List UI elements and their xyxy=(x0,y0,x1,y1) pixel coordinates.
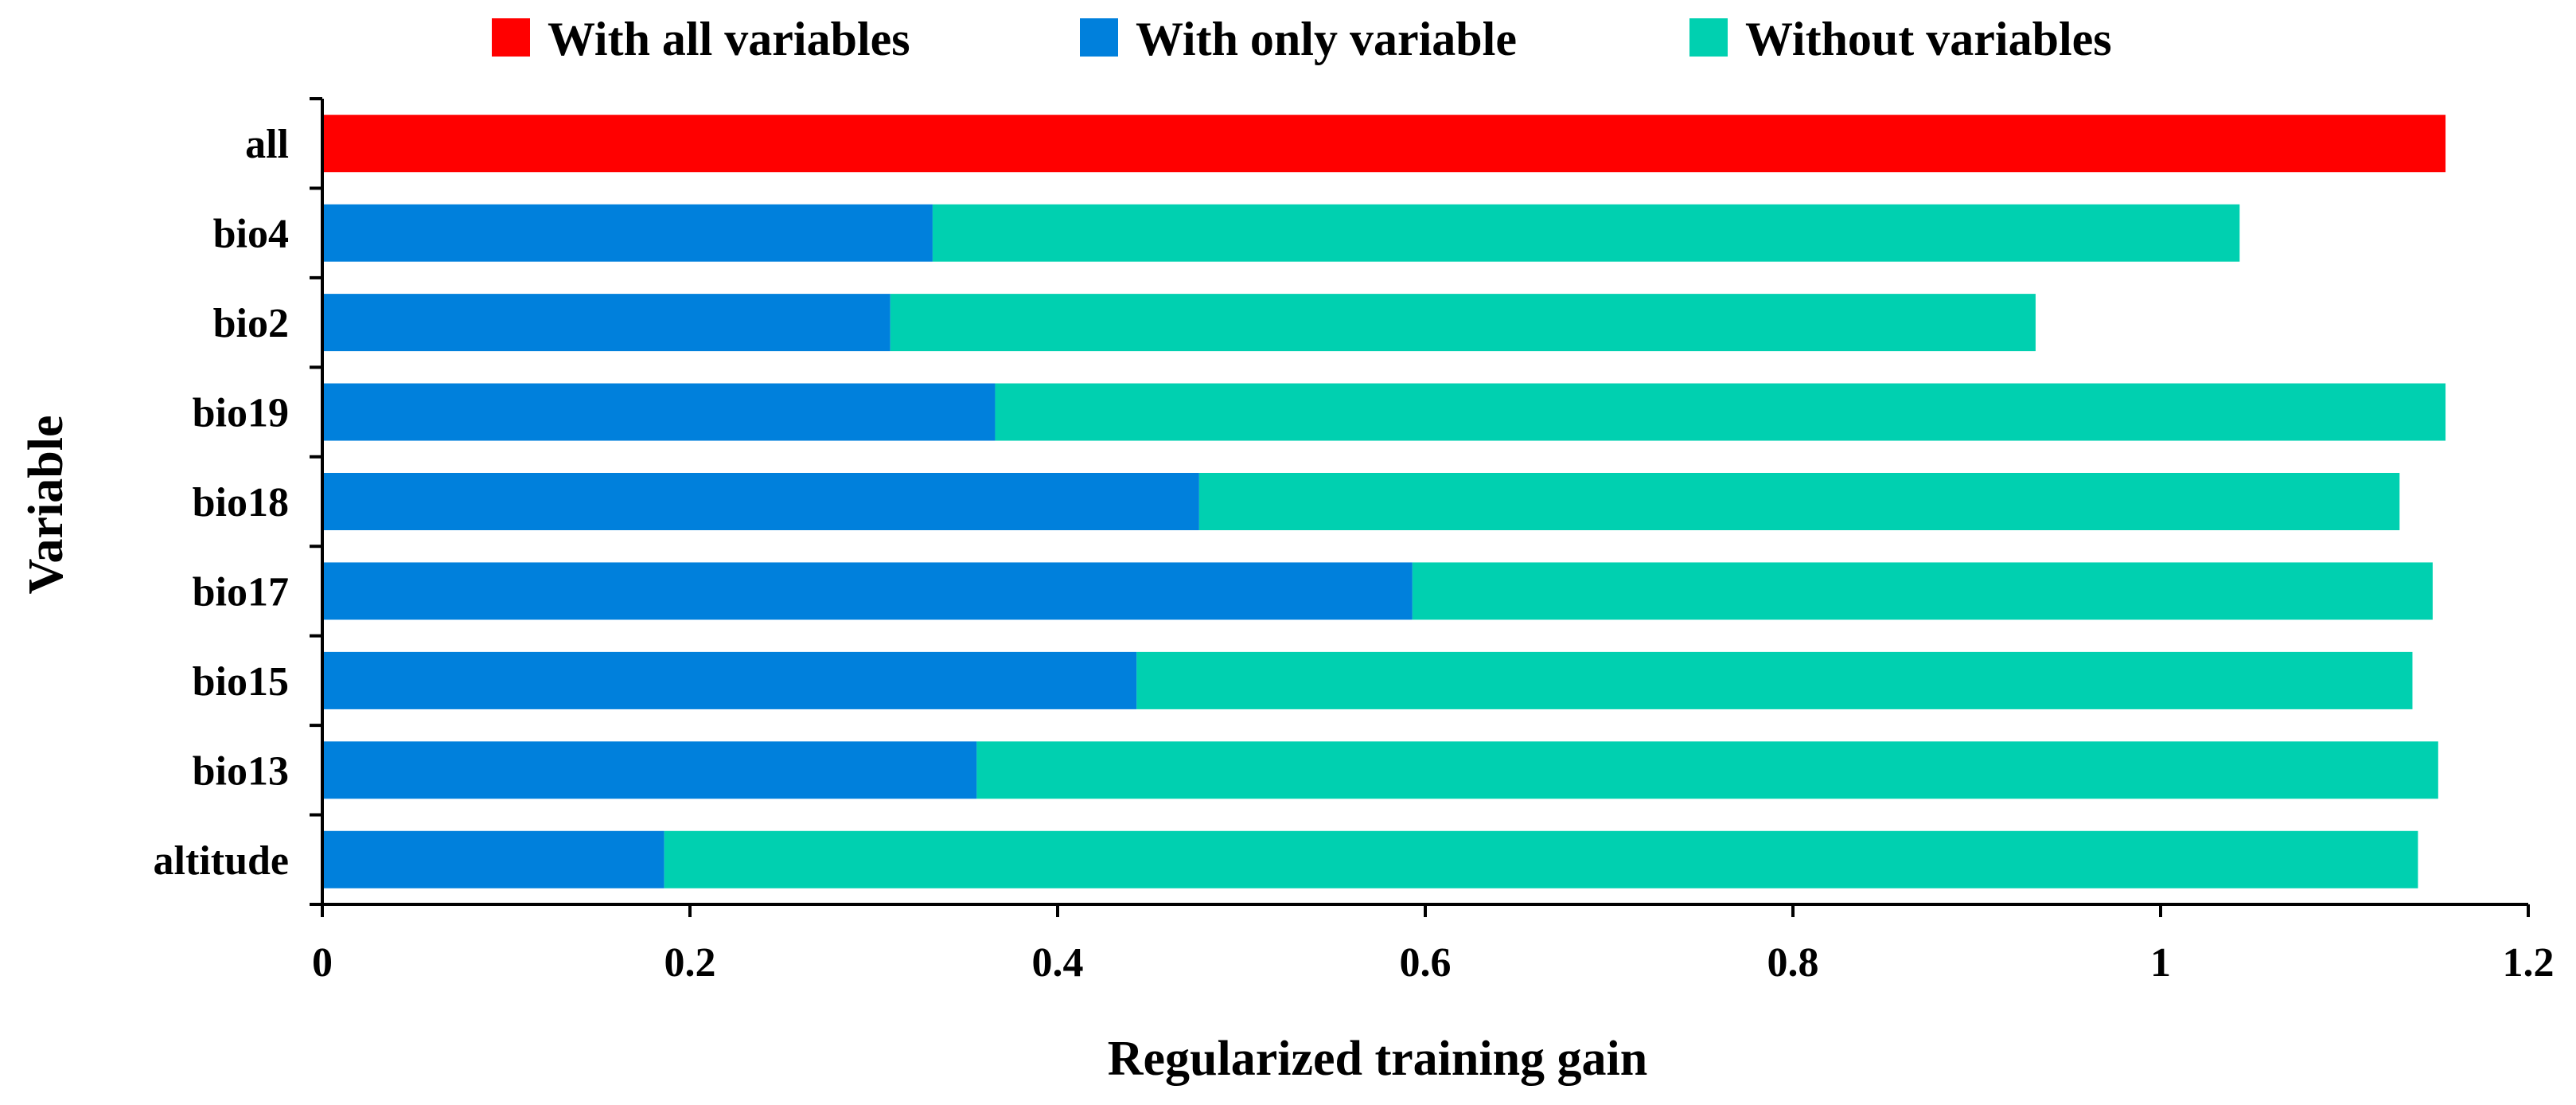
bar-bio13-series-2 xyxy=(976,741,2438,799)
bar-bio2-series-2 xyxy=(890,294,2036,352)
legend-label: With only variable xyxy=(1136,13,1517,65)
legend-swatch xyxy=(1080,18,1118,57)
x-tick-label: 0.4 xyxy=(1032,940,1084,986)
y-axis-ticks: all bio4 bio2 bio19 bio18 bio17 bio15 bio13 alti… xyxy=(154,97,322,906)
legend-label: With all variables xyxy=(548,13,910,65)
x-tick-label: 0.2 xyxy=(664,940,716,986)
bar-bio17-series-2 xyxy=(1412,562,2433,620)
bar-bio4-series-2 xyxy=(932,204,2240,262)
bar-all-series-0 xyxy=(322,115,2446,173)
bar-altitude-series-1 xyxy=(322,830,664,888)
legend-label: Without variables xyxy=(1745,13,2112,65)
bar-bio18-series-1 xyxy=(322,473,1199,530)
bar-bio13-series-1 xyxy=(322,741,977,799)
x-tick-label: 0 xyxy=(312,940,333,986)
y-axis-title: Variable xyxy=(19,415,73,594)
legend-swatch xyxy=(492,18,530,57)
bars-group xyxy=(322,115,2446,888)
x-tick-label: 0.6 xyxy=(1400,940,1452,986)
y-category-label: bio4 xyxy=(213,212,289,257)
bar-bio17-series-1 xyxy=(322,562,1413,620)
y-category-label: bio15 xyxy=(193,659,289,705)
bar-altitude-series-2 xyxy=(664,830,2418,888)
bar-bio15-series-1 xyxy=(322,651,1137,709)
bar-bio19-series-1 xyxy=(322,383,996,441)
y-category-label: altitude xyxy=(154,838,289,884)
bar-bio19-series-2 xyxy=(995,383,2446,441)
y-category-label: bio17 xyxy=(193,569,289,615)
y-category-label: bio18 xyxy=(193,480,289,525)
legend: With all variables With only variable With… xyxy=(492,13,2112,65)
y-category-label: bio13 xyxy=(193,748,289,794)
x-axis-title: Regularized training gain xyxy=(1108,1032,1648,1086)
x-tick-label: 1 xyxy=(2150,940,2171,986)
x-axis-ticks: 0 0.2 0.4 0.6 0.8 1 1.2 xyxy=(312,904,2555,986)
bar-bio15-series-2 xyxy=(1136,651,2413,709)
bar-bio4-series-1 xyxy=(322,204,933,262)
y-category-label: bio2 xyxy=(213,301,289,346)
y-category-label: bio19 xyxy=(193,391,289,436)
bar-bio18-series-2 xyxy=(1198,473,2400,530)
bar-bio2-series-1 xyxy=(322,294,890,352)
legend-swatch xyxy=(1689,18,1728,57)
x-tick-label: 0.8 xyxy=(1767,940,1819,986)
x-tick-label: 1.2 xyxy=(2503,940,2555,986)
y-category-label: all xyxy=(245,122,289,167)
